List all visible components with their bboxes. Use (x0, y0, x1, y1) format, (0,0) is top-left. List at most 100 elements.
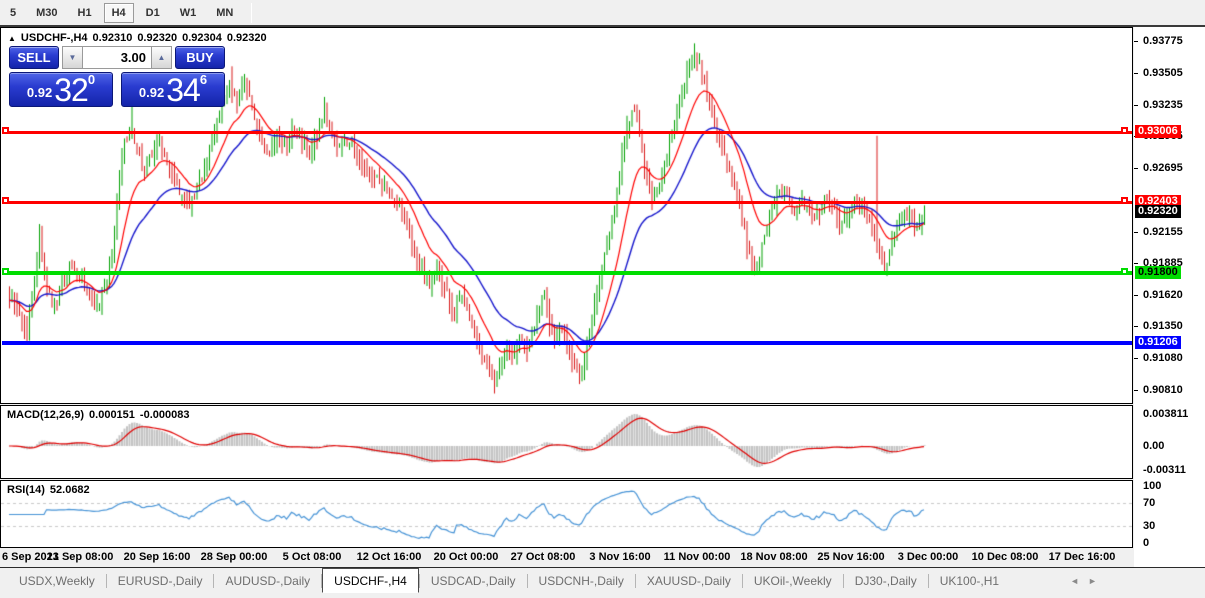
tab-uk100-h1[interactable]: UK100-,H1 (939, 573, 1000, 588)
price-axis-tick (1134, 41, 1138, 42)
collapse-triangle-icon[interactable]: ▲ (8, 33, 16, 43)
tab-audusd-daily[interactable]: AUDUSD-,Daily (225, 573, 311, 588)
one-click-trade-widget: SELL ▼ ▲ BUY 0.92 32 0 0.92 34 6 (9, 46, 225, 132)
time-axis-label: 18 Nov 08:00 (740, 551, 808, 563)
time-axis-label: 20 Sep 16:00 (123, 551, 191, 563)
buy-price-pips: 34 (166, 72, 201, 108)
tab-dj30-daily[interactable]: DJ30-,Daily (854, 573, 917, 588)
price-axis-tick (1134, 358, 1138, 360)
price-axis-tick (1134, 231, 1138, 233)
time-axis-label: 25 Nov 16:00 (817, 551, 885, 563)
time-axis-label: 10 Dec 08:00 (971, 551, 1039, 563)
rsi-name: RSI(14) (7, 484, 45, 496)
tab-ukoil-weekly[interactable]: UKOil-,Weekly (753, 573, 832, 588)
toolbar-separator (251, 2, 253, 23)
buy-button[interactable]: BUY (175, 46, 225, 69)
tab-usdcad-daily[interactable]: USDCAD-,Daily (430, 573, 516, 588)
tab-usdcnh-daily[interactable]: USDCNH-,Daily (538, 573, 624, 588)
macd-value-main: 0.000151 (89, 409, 135, 421)
tab-separator (526, 573, 528, 588)
price-badge-0.92320: 0.92320 (1135, 205, 1181, 219)
price-axis-tick (1134, 390, 1138, 391)
time-axis-label: 28 Sep 00:00 (200, 551, 268, 563)
rsi-canvas (1, 481, 1132, 547)
ohlc-high: 0.92320 (137, 32, 178, 44)
time-axis-label: 13 Sep 08:00 (46, 551, 114, 563)
buy-price-point: 6 (199, 72, 208, 87)
price-axis-label: 0.92695 (1143, 162, 1183, 175)
level-handle-left[interactable] (2, 267, 9, 275)
price-axis-label: 0.91350 (1143, 320, 1183, 333)
price-axis-tick (1134, 104, 1138, 106)
rsi-axis-label: 0 (1143, 537, 1150, 549)
macd-axis-label: -0.00311 (1143, 464, 1186, 476)
price-axis-tick (1134, 72, 1138, 74)
time-axis-label: 20 Oct 00:00 (433, 551, 499, 563)
tab-separator (741, 573, 743, 588)
ohlc-open: 0.92310 (92, 32, 133, 44)
time-axis-label: 6 Sep 2021 (2, 551, 59, 563)
time-axis-label: 5 Oct 08:00 (282, 551, 342, 563)
timeframe-toolbar: 5 M30 H1 H4 D1 W1 MN (0, 0, 1205, 25)
macd-axis-label: 0.003811 (1143, 408, 1189, 420)
price-axis-label: 0.90810 (1143, 384, 1183, 396)
rsi-panel[interactable]: RSI(14) 52.0682 (0, 480, 1133, 548)
level-line-0.92403[interactable] (2, 197, 1132, 205)
sell-price-tile[interactable]: 0.92 32 0 (9, 72, 113, 107)
tab-scroll-left-icon[interactable]: ◄ (1070, 575, 1079, 586)
sell-price-point: 0 (87, 72, 96, 87)
tab-xauusd-daily[interactable]: XAUUSD-,Daily (646, 573, 731, 588)
timeframe-button-d1[interactable]: D1 (145, 6, 160, 19)
tab-eurusd-daily[interactable]: EURUSD-,Daily (117, 573, 203, 588)
macd-panel[interactable]: MACD(12,26,9) 0.000151 -0.000083 (0, 405, 1133, 479)
tab-separator (213, 573, 215, 588)
level-handle-left[interactable] (2, 197, 9, 205)
tab-scroll-right-icon[interactable]: ► (1088, 575, 1097, 586)
price-axis-label: 0.91080 (1143, 352, 1183, 365)
price-axis-label: 0.93235 (1143, 98, 1183, 111)
rsi-label: RSI(14) 52.0682 (7, 484, 90, 496)
level-handle-right[interactable] (1121, 267, 1128, 275)
ohlc-low: 0.92304 (182, 32, 222, 44)
price-axis-label: 0.91620 (1143, 288, 1183, 301)
level-handle-right[interactable] (1121, 126, 1128, 134)
sell-button[interactable]: SELL (9, 46, 59, 69)
level-handle-right[interactable] (1121, 197, 1128, 205)
rsi-axis-label: 70 (1143, 497, 1156, 509)
tab-usdx-weekly[interactable]: USDX,Weekly (19, 573, 95, 588)
price-axis-tick (1134, 326, 1138, 328)
price-axis[interactable]: 0.937750.935050.932350.929650.926950.921… (1134, 27, 1205, 568)
macd-name: MACD(12,26,9) (7, 409, 85, 421)
level-handle-left[interactable] (2, 126, 9, 134)
macd-canvas (1, 406, 1132, 478)
buy-price-tile[interactable]: 0.92 34 6 (121, 72, 225, 107)
symbol-tab-bar: USDX,Weekly EURUSD-,Daily AUDUSD-,Daily USD… (0, 568, 1205, 593)
macd-value-signal: -0.000083 (139, 409, 190, 421)
time-axis[interactable]: 6 Sep 2021 13 Sep 08:00 20 Sep 16:00 28 Sep… (0, 548, 1134, 568)
timeframe-button-w1[interactable]: W1 (179, 6, 197, 19)
main-chart-panel[interactable]: ▲ USDCHF-,H4 0.92310 0.92320 0.92304 0.9… (0, 27, 1133, 404)
tab-separator (634, 573, 636, 588)
timeframe-button-5[interactable]: 5 (10, 6, 17, 19)
tab-usdchf-h4[interactable]: USDCHF-,H4 (322, 568, 419, 593)
timeframe-button-m30[interactable]: M30 (36, 6, 58, 19)
macd-label: MACD(12,26,9) 0.000151 -0.000083 (7, 409, 189, 421)
price-axis-label: 0.93505 (1143, 66, 1183, 79)
tab-scroll-arrows: ◄ ► (1070, 568, 1097, 593)
time-axis-label: 3 Nov 16:00 (589, 551, 651, 563)
volume-input[interactable] (83, 46, 151, 69)
timeframe-button-h1[interactable]: H1 (77, 6, 92, 19)
price-axis-label: 0.92155 (1143, 225, 1183, 238)
sell-price-prefix: 0.92 (26, 85, 53, 100)
level-line-0.91206[interactable] (2, 341, 1132, 346)
time-axis-label: 27 Oct 08:00 (510, 551, 576, 563)
level-line-0.918[interactable] (2, 267, 1132, 276)
volume-increase-button[interactable]: ▲ (151, 46, 172, 69)
tab-separator (418, 573, 420, 588)
volume-decrease-button[interactable]: ▼ (62, 46, 83, 69)
tab-separator (927, 573, 929, 588)
level-line-0.93006[interactable] (2, 126, 1132, 134)
timeframe-button-h4[interactable]: H4 (103, 2, 134, 23)
tabbar-top-border (0, 567, 1205, 568)
timeframe-button-mn[interactable]: MN (216, 6, 234, 19)
